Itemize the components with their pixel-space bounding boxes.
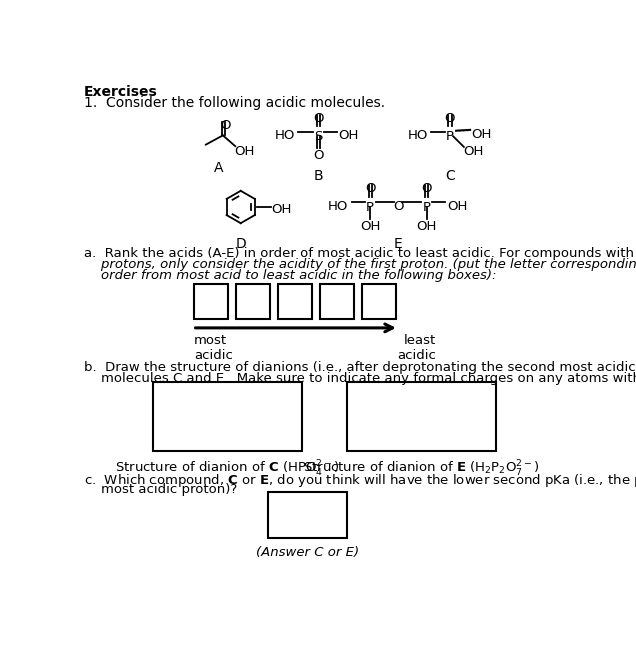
Bar xyxy=(278,284,312,320)
Text: S: S xyxy=(314,130,322,143)
Text: OH: OH xyxy=(338,129,359,142)
Text: A: A xyxy=(214,161,224,175)
Text: OH: OH xyxy=(463,146,483,159)
Text: OH: OH xyxy=(360,220,380,233)
Text: c.  Which compound, $\mathbf{C}$ or $\mathbf{E}$, do you think will have the low: c. Which compound, $\mathbf{C}$ or $\mat… xyxy=(84,472,636,489)
Text: OH: OH xyxy=(417,220,437,233)
Text: D: D xyxy=(235,237,246,251)
Text: C: C xyxy=(445,168,455,182)
Text: O: O xyxy=(393,200,403,213)
Text: HO: HO xyxy=(328,200,349,213)
Text: order from most acid to least acidic in the following boxes):: order from most acid to least acidic in … xyxy=(84,269,497,281)
Text: P: P xyxy=(423,201,431,214)
Text: P: P xyxy=(446,130,454,143)
Bar xyxy=(362,284,396,320)
Bar xyxy=(153,382,302,451)
Text: least
acidic: least acidic xyxy=(397,334,436,362)
Text: O: O xyxy=(221,119,231,132)
Bar xyxy=(194,284,228,320)
Text: OH: OH xyxy=(472,127,492,140)
Text: B: B xyxy=(314,168,323,182)
Text: a.  Rank the acids (A-E) in order of most acidic to least acidic. For compounds : a. Rank the acids (A-E) in order of most… xyxy=(84,247,636,260)
Text: Exercises: Exercises xyxy=(84,85,158,100)
Bar xyxy=(347,382,495,451)
Text: 1.  Consider the following acidic molecules.: 1. Consider the following acidic molecul… xyxy=(84,96,385,110)
Bar xyxy=(320,284,354,320)
Text: most acidic proton)?: most acidic proton)? xyxy=(84,483,237,496)
Bar xyxy=(236,284,270,320)
Text: OH: OH xyxy=(447,200,467,213)
Text: O: O xyxy=(313,111,324,124)
Text: Structure of dianion of $\mathbf{E}$ (H$_2$P$_2$O$_7^{2-}$): Structure of dianion of $\mathbf{E}$ (H$… xyxy=(303,459,539,479)
Text: O: O xyxy=(313,149,324,162)
Text: Structure of dianion of $\mathbf{C}$ (HPO$_4^{2-}$): Structure of dianion of $\mathbf{C}$ (HP… xyxy=(115,459,340,479)
Text: P: P xyxy=(366,201,374,214)
Text: OH: OH xyxy=(235,145,255,158)
Text: protons, only consider the acidity of the first proton. (put the letter correspo: protons, only consider the acidity of th… xyxy=(84,258,636,271)
Text: O: O xyxy=(445,111,455,124)
Text: b.  Draw the structure of dianions (i.e., after deprotonating the second most ac: b. Draw the structure of dianions (i.e.,… xyxy=(84,361,636,374)
Text: most
acidic: most acidic xyxy=(194,334,233,362)
Text: HO: HO xyxy=(408,129,428,142)
Text: molecules C and E.  Make sure to indicate any formal charges on any atoms within: molecules C and E. Make sure to indicate… xyxy=(84,372,636,385)
Text: (Answer C or E): (Answer C or E) xyxy=(256,546,359,559)
Text: O: O xyxy=(422,182,432,195)
Text: OH: OH xyxy=(271,203,291,216)
Text: E: E xyxy=(394,237,403,251)
Text: O: O xyxy=(365,182,375,195)
Text: HO: HO xyxy=(275,129,295,142)
Bar xyxy=(268,492,347,538)
